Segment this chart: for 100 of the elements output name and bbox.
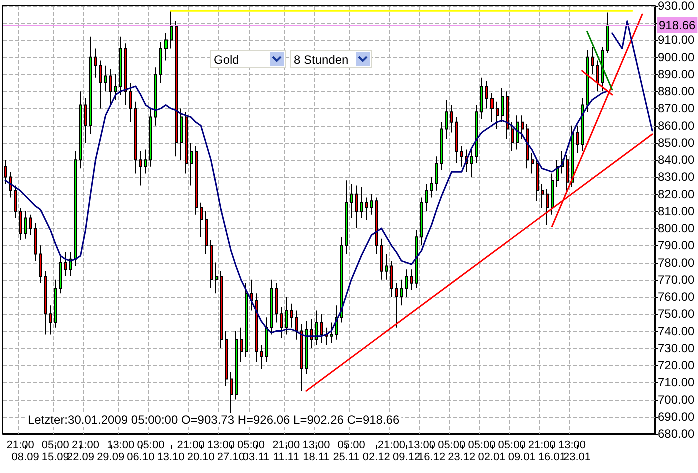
candlestick bbox=[536, 158, 539, 202]
candlestick bbox=[89, 36, 92, 135]
candlestick bbox=[460, 146, 463, 168]
x-tick-label: 21:00 bbox=[528, 440, 556, 452]
candlestick bbox=[531, 152, 534, 174]
candlestick bbox=[240, 327, 243, 363]
candlestick bbox=[104, 65, 107, 92]
candlestick bbox=[375, 197, 378, 255]
candlestick bbox=[380, 238, 383, 280]
x-tick-label: 23.01 bbox=[563, 452, 592, 464]
candlestick bbox=[435, 156, 438, 192]
candlestick bbox=[400, 279, 403, 306]
candlestick bbox=[315, 310, 318, 346]
y-tick-label: 930.00 bbox=[658, 0, 696, 13]
candlestick bbox=[84, 98, 87, 144]
dropdown-field: 8 Stunden bbox=[290, 50, 372, 68]
candlestick bbox=[230, 372, 233, 414]
annotation: Letzter:30.01.2009 05:00:00 O=903.73 H=926.06 L=902.26 C=918.66 bbox=[28, 413, 400, 427]
candlestick bbox=[606, 12, 609, 54]
y-tick-label: 730.00 bbox=[658, 341, 696, 356]
category-label: 21:00 11.11 bbox=[272, 440, 300, 464]
y-tick-label: 740.00 bbox=[658, 324, 696, 338]
candlestick bbox=[470, 149, 473, 178]
candlestick bbox=[280, 306, 283, 339]
candlestick bbox=[425, 184, 428, 212]
candlestick bbox=[370, 194, 373, 216]
candlestick bbox=[195, 146, 198, 216]
x-tick-label: 23.12 bbox=[448, 452, 476, 464]
candlestick bbox=[305, 320, 308, 375]
x-tick-label: 27.10 bbox=[217, 452, 245, 464]
candlestick bbox=[365, 197, 368, 220]
candlestick bbox=[54, 279, 57, 328]
y-tick-label: 780.00 bbox=[658, 256, 696, 270]
line-series bbox=[4, 86, 608, 338]
y-tick-label: 720.00 bbox=[658, 358, 696, 373]
candlestick bbox=[154, 67, 157, 126]
candlestick bbox=[220, 270, 223, 349]
x-tick-label: 22.09 bbox=[66, 452, 95, 464]
candlestick bbox=[270, 279, 273, 336]
candlestick bbox=[420, 197, 423, 246]
candlestick bbox=[485, 80, 488, 110]
candlestick bbox=[430, 176, 433, 198]
candlestick bbox=[245, 282, 248, 358]
candlestick bbox=[385, 254, 388, 280]
candlestick bbox=[601, 46, 604, 92]
y-tick-label: 890.00 bbox=[658, 67, 696, 82]
candlestick bbox=[79, 91, 82, 170]
candlestick bbox=[445, 100, 448, 140]
x-tick-label: 21:00 bbox=[6, 440, 34, 452]
candlestick bbox=[541, 184, 544, 209]
candlestick bbox=[49, 305, 52, 336]
candlestick bbox=[250, 279, 253, 312]
x-tick-label: 08.09 bbox=[12, 452, 40, 464]
y-tick-label: 760.00 bbox=[658, 290, 696, 304]
x-tick-label: 05:00 bbox=[498, 440, 526, 452]
x-tick-label: 21:00 bbox=[177, 440, 205, 452]
x-tick-label: 05:00 bbox=[468, 440, 496, 452]
candlestick bbox=[265, 317, 268, 363]
candlestick bbox=[325, 327, 328, 346]
x-tick-label: 13:00 bbox=[408, 440, 436, 452]
candlestick bbox=[355, 185, 358, 230]
x-tick-label: 02.12 bbox=[362, 452, 390, 464]
annotation: Gold bbox=[214, 53, 240, 67]
candlestick bbox=[295, 310, 298, 340]
x-tick-label: 16.01 bbox=[538, 452, 566, 464]
candlestick bbox=[119, 36, 122, 96]
candlestick bbox=[285, 296, 288, 336]
x-tick-label: 05:00 bbox=[237, 440, 266, 452]
candlestick bbox=[275, 282, 278, 324]
candlestick bbox=[516, 115, 519, 150]
x-tick-label: 25.11 bbox=[333, 452, 360, 464]
candlestick bbox=[159, 41, 162, 84]
candlestick bbox=[59, 255, 62, 294]
y-tick-label: 700.00 bbox=[658, 392, 696, 407]
candlestick bbox=[164, 32, 168, 62]
x-tick-label: 21:00 bbox=[378, 440, 406, 452]
candlestick bbox=[490, 92, 494, 123]
candlestick bbox=[521, 115, 524, 140]
candlestick bbox=[180, 108, 183, 161]
candlestick bbox=[149, 108, 152, 168]
candlestick bbox=[170, 10, 173, 50]
x-tick-label: 09.01 bbox=[508, 452, 536, 464]
candlestick bbox=[360, 186, 363, 219]
candlestick bbox=[405, 269, 408, 298]
candlestick bbox=[345, 180, 348, 255]
candlestick bbox=[586, 50, 589, 113]
candlestick bbox=[480, 77, 483, 120]
y-tick-label: 860.00 bbox=[658, 118, 696, 133]
category-label: 13:00 18.11 bbox=[302, 440, 330, 464]
candlestick bbox=[340, 236, 343, 324]
x-tick-label: 05:00 bbox=[137, 440, 165, 452]
candlestick bbox=[511, 122, 514, 152]
candlestick bbox=[450, 104, 453, 134]
x-tick-label: 06.10 bbox=[127, 452, 155, 464]
candlestick bbox=[566, 154, 569, 192]
x-tick-label: 05:00 bbox=[338, 440, 366, 452]
candlestick bbox=[506, 91, 509, 140]
candlestick bbox=[64, 252, 67, 277]
candlestick bbox=[310, 318, 313, 349]
candlestick bbox=[455, 116, 458, 164]
